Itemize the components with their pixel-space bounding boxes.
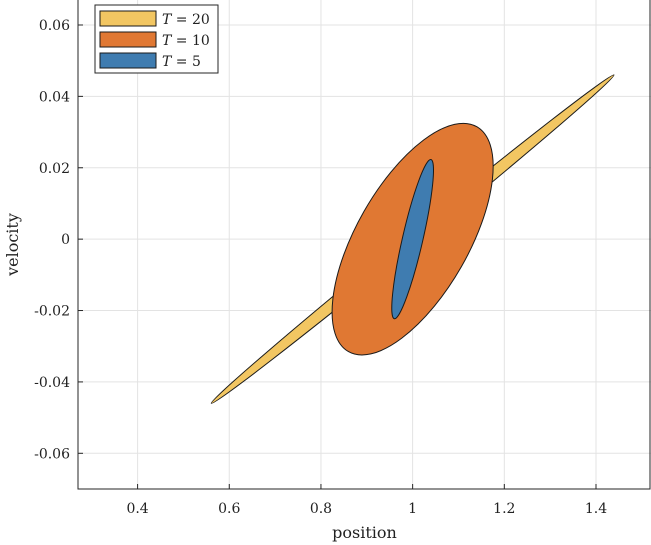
y-tick-label: 0.02 [39, 161, 70, 177]
x-tick-label: 1.4 [585, 501, 607, 517]
x-tick-label: 0.8 [310, 501, 332, 517]
axes-box [77, 0, 651, 490]
y-axis-label: velocity [3, 213, 22, 277]
legend-entry: T = 20 [162, 12, 210, 28]
legend: T = 20 T = 10 T = 5 [94, 4, 219, 74]
x-tick-label: 1.2 [493, 501, 515, 517]
x-axis-label: position [332, 523, 397, 542]
legend-entry: T = 10 [162, 33, 210, 49]
x-axis: 0.4 0.6 0.8 1 1.2 1.4 [126, 484, 607, 517]
y-tick-label: 0.06 [39, 18, 70, 34]
legend-swatch [99, 10, 157, 27]
y-tick-label: -0.06 [34, 446, 70, 462]
y-tick-label: 0.04 [39, 89, 70, 105]
legend-entry: T = 5 [162, 54, 201, 70]
y-axis: 0.06 0.04 0.02 0 -0.02 -0.04 -0.06 [34, 18, 83, 462]
legend-swatch [99, 52, 157, 69]
x-tick-label: 0.4 [126, 501, 148, 517]
x-tick-label: 0.6 [218, 501, 240, 517]
legend-swatch [99, 31, 157, 48]
ellipse-t5 [391, 159, 434, 320]
grid [78, 0, 651, 489]
y-tick-label: 0 [61, 232, 70, 248]
y-tick-label: -0.04 [34, 375, 70, 391]
plot-area [210, 74, 615, 404]
y-tick-label: -0.02 [34, 304, 70, 320]
x-tick-label: 1 [408, 501, 417, 517]
